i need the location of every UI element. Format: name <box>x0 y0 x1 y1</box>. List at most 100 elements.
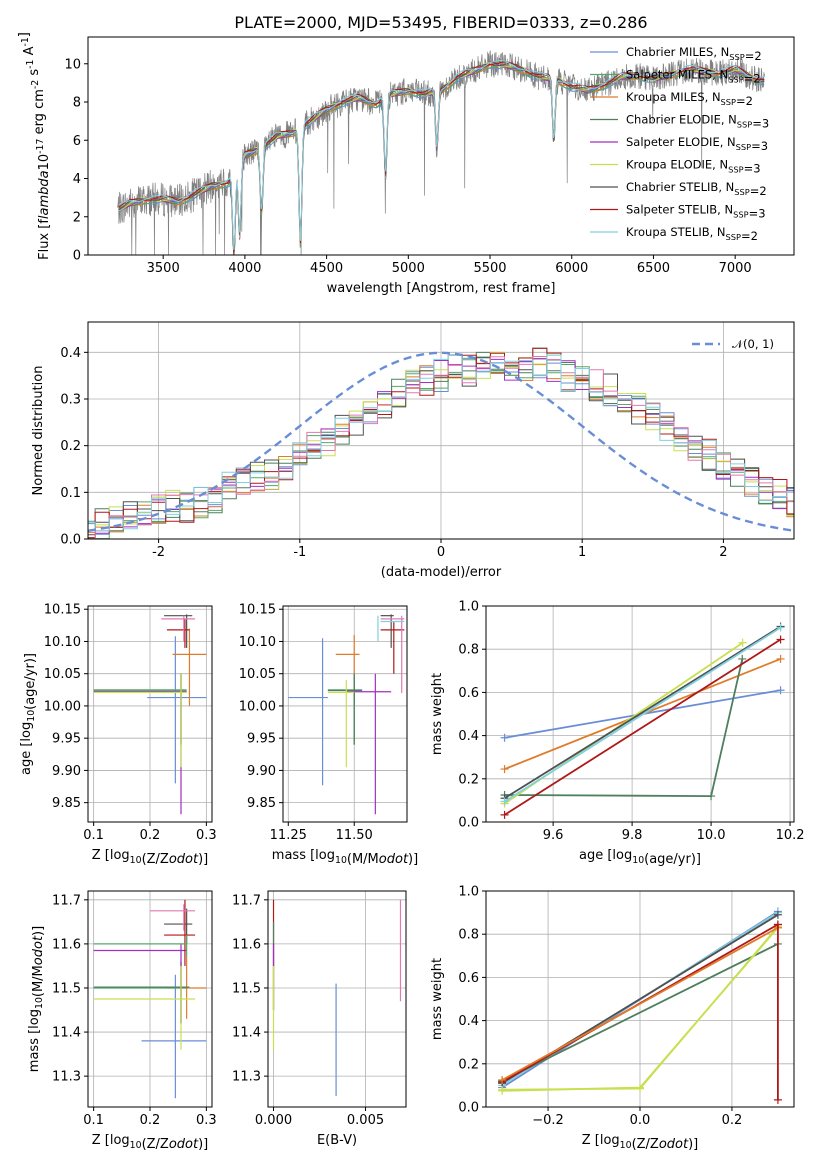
gaussian-curve <box>88 351 794 532</box>
model-line-8 <box>118 61 765 253</box>
axes-frame <box>87 36 795 256</box>
plus-marker <box>498 1076 507 1084</box>
x-tick-label: 9.6 <box>543 828 564 843</box>
x-tick-label: 0.2 <box>722 1113 743 1128</box>
age_vs_mass-axes: 11.25 11.50 9.85 9.90 9.95 10.00 10.05 10.10 10.… <box>239 603 418 867</box>
errorbar-point-5 <box>93 673 187 815</box>
errorbar-point-4 <box>327 673 363 745</box>
x-tick-label: 0.2 <box>140 828 161 843</box>
y-tick-label: 9.95 <box>52 732 81 747</box>
x-tick-label: 5000 <box>392 261 425 276</box>
x-tick-label: 11.25 <box>270 828 307 843</box>
errorbar-point-7 <box>380 614 394 648</box>
x-tick-label: 0.3 <box>196 1113 217 1128</box>
y-tick-label: 0.6 <box>458 971 479 986</box>
y-tick-label: 0.2 <box>60 439 81 454</box>
y-tick-label: 9.95 <box>247 732 276 747</box>
series-line <box>501 943 779 1082</box>
x-axis-label: age [log10(age/yr)] <box>579 848 701 867</box>
x-axis-label: wavelength [Angstrom, rest frame] <box>327 281 556 296</box>
y-tick-label: 1.0 <box>458 600 479 615</box>
y-tick-label: 11.7 <box>232 893 261 908</box>
plot-area <box>288 614 405 815</box>
y-tick-label: 11.7 <box>52 893 81 908</box>
axes-frame <box>485 605 795 823</box>
y-tick-label: 10.10 <box>44 635 81 650</box>
plus-marker <box>500 797 509 806</box>
y-tick-label: 2 <box>73 210 81 225</box>
legend-label: Chabrier STELIB, NSSP=2 <box>626 180 767 198</box>
model-line-9 <box>118 60 765 251</box>
legend-label: Salpeter MILES, NSSP=2 <box>626 68 761 86</box>
y-tick-label: 10 <box>64 57 81 72</box>
y-tick-label: 10.15 <box>239 603 276 618</box>
x-axis-label: Z [log10(Z/Zodot)] <box>92 848 209 867</box>
x-axis-label: Z [log10(Z/Zodot)] <box>582 1133 699 1152</box>
plot-area <box>272 899 402 1096</box>
y-tick-label: 0.4 <box>458 729 479 744</box>
y-axis-label: age [log10(age/yr)] <box>19 653 38 775</box>
errorbar-point-1 <box>288 638 328 786</box>
series-line <box>504 626 782 803</box>
y-axis-label: mass weight <box>430 673 445 755</box>
mass_vs_ebv-axes: 0.000 0.005 11.3 11.4 11.5 11.6 11.7 E(B-V) <box>232 890 407 1148</box>
y-tick-label: 0 <box>73 249 81 264</box>
plot-area <box>93 614 207 815</box>
errorbar-point-7 <box>164 614 193 648</box>
axes-frame <box>267 890 407 1108</box>
axes-frame <box>87 605 213 823</box>
errorbar-point-3 <box>93 673 187 745</box>
y-tick-label: 0.8 <box>458 928 479 943</box>
y-tick-label: 0.2 <box>458 1057 479 1072</box>
y-tick-label: 10.00 <box>239 699 276 714</box>
errorbar-point-1 <box>147 636 207 784</box>
x-tick-label: 0.3 <box>196 828 217 843</box>
y-axis-label: Normed distribution <box>31 366 46 496</box>
y-tick-label: 0.2 <box>458 772 479 787</box>
x-tick-label: 10.0 <box>697 828 726 843</box>
errorbar-point-2 <box>172 628 207 706</box>
legend-label: 𝒩(0, 1) <box>732 337 774 351</box>
axes-frame <box>87 321 795 540</box>
y-tick-label: 11.6 <box>232 937 261 952</box>
x-tick-label: 0.1 <box>83 828 104 843</box>
y-tick-label: 11.6 <box>52 937 81 952</box>
y-tick-label: 9.85 <box>52 796 81 811</box>
errorbar-point-3 <box>93 961 187 1024</box>
plus-marker <box>776 635 785 644</box>
y-tick-label: 9.85 <box>247 796 276 811</box>
legend: Chabrier MILES, NSSP=2 Salpeter MILES, NS… <box>590 45 769 243</box>
x-tick-label: -2 <box>152 545 165 560</box>
y-tick-label: 11.3 <box>52 1070 81 1085</box>
y-tick-label: 4 <box>73 172 81 187</box>
series-line <box>504 625 782 799</box>
x-tick-label: −0.2 <box>532 1113 564 1128</box>
plot-area <box>93 899 207 1099</box>
legend-label: Salpeter STELIB, NSSP=3 <box>626 203 766 221</box>
legend-label: Chabrier ELODIE, NSSP=3 <box>626 113 769 131</box>
plus-marker <box>498 1086 507 1095</box>
x-tick-label: 11.50 <box>336 828 373 843</box>
series-line <box>504 638 782 816</box>
x-tick-label: 7000 <box>719 261 752 276</box>
x-tick-label: 0 <box>437 545 445 560</box>
errorbar-point-9 <box>161 615 196 642</box>
errorbar-point-9 <box>380 615 405 694</box>
errorbar-point-10 <box>377 615 405 642</box>
legend-label: Salpeter ELODIE, NSSP=3 <box>626 135 768 153</box>
plus-marker <box>773 920 782 929</box>
x-tick-label: 2 <box>719 545 727 560</box>
x-tick-label: 10.2 <box>776 828 805 843</box>
y-axis-label: Flux [flambda10-17 erg cm-2 s-1 A-1] <box>17 32 52 260</box>
plus-marker <box>776 654 785 663</box>
plus-marker <box>776 686 785 695</box>
x-tick-label: 5500 <box>473 261 506 276</box>
legend-label: Kroupa ELODIE, NSSP=3 <box>626 158 761 176</box>
errorbar-point-8 <box>380 622 405 674</box>
axes-frame <box>282 605 408 823</box>
x-tick-label: 9.8 <box>622 828 643 843</box>
plus-marker <box>707 792 716 801</box>
y-tick-label: 11.5 <box>232 981 261 996</box>
x-tick-label: 6500 <box>637 261 670 276</box>
legend-label: Kroupa MILES, NSSP=2 <box>626 90 753 108</box>
